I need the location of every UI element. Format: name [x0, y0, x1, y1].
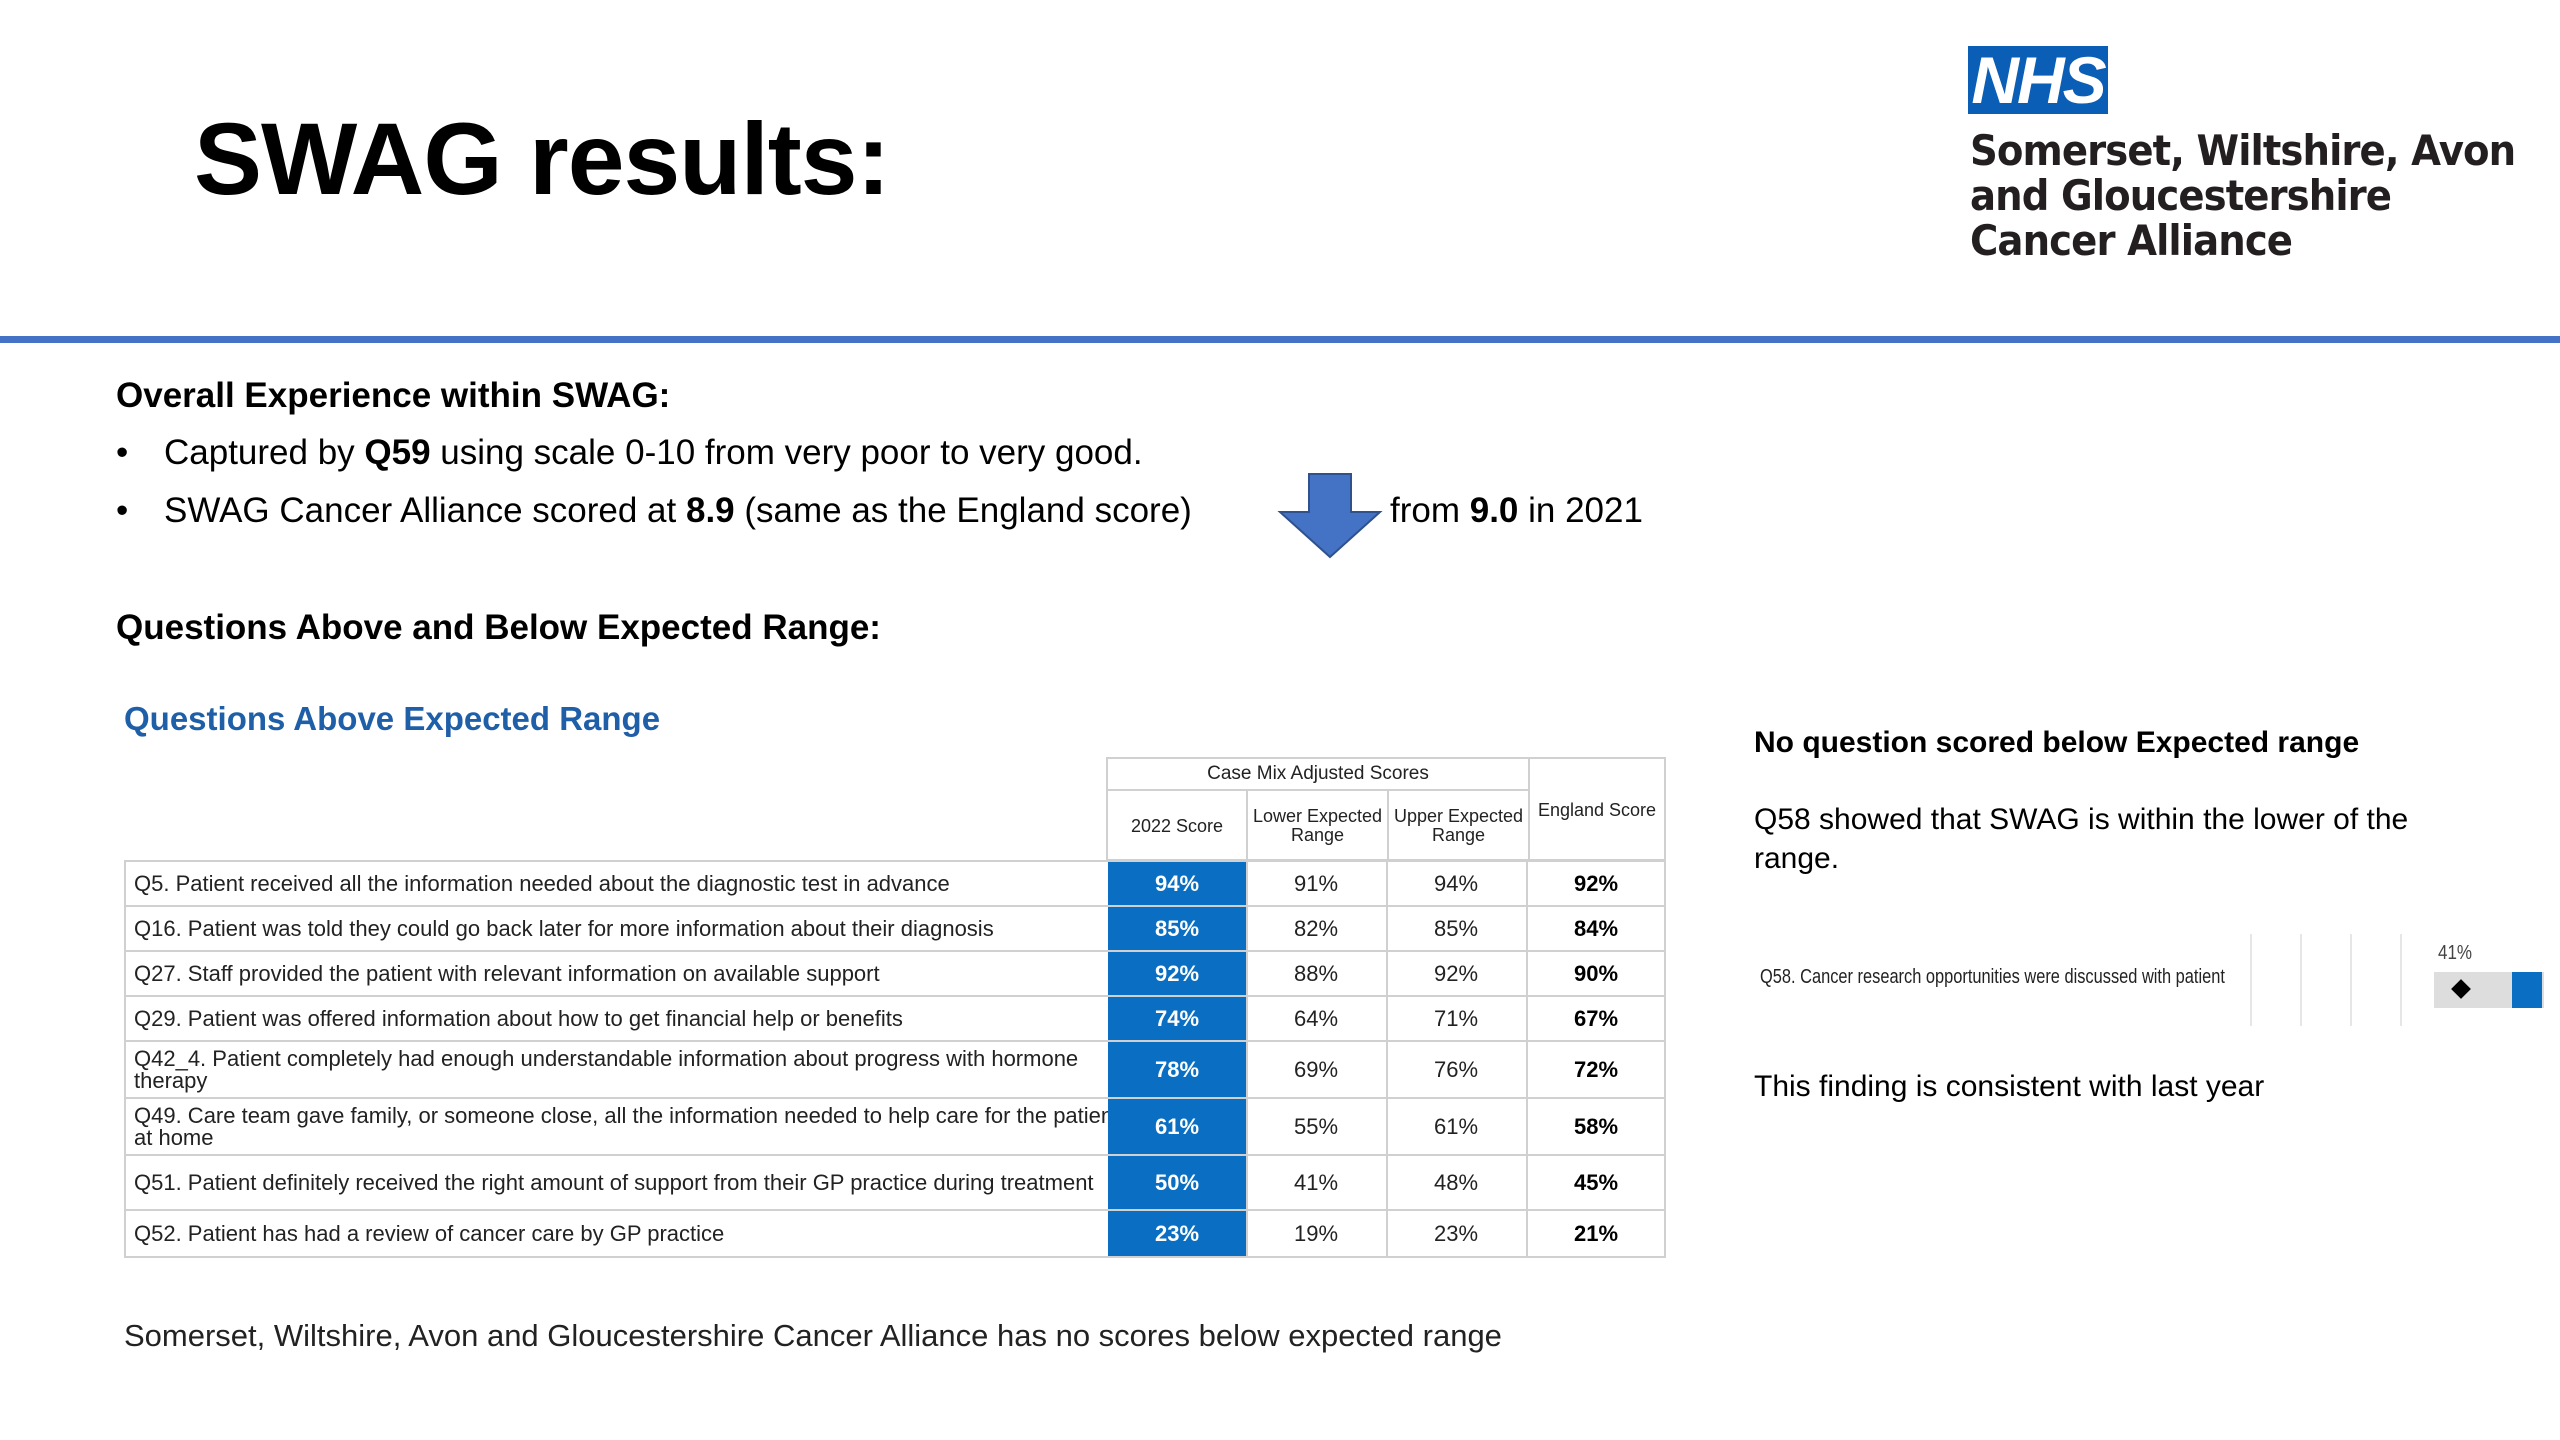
footnote: Somerset, Wiltshire, Avon and Gloucester…: [124, 1318, 1502, 1353]
question-cell: Q16. Patient was told they could go back…: [134, 915, 994, 941]
england-cell: 72%: [1526, 1042, 1664, 1097]
england-cell: 90%: [1526, 952, 1664, 995]
table-row: Q52. Patient has had a review of cancer …: [126, 1211, 1664, 1256]
lower-cell: 88%: [1246, 952, 1384, 995]
bullet-text: Captured by: [164, 433, 365, 472]
upper-cell: 23%: [1386, 1211, 1524, 1256]
org-name: Somerset, Wiltshire, Avon and Gloucester…: [1970, 126, 2516, 265]
q58-mini-chart: Q58. Cancer research opportunities were …: [1754, 930, 2544, 1030]
from-year-text: in 2021: [1518, 491, 1643, 530]
score-cell: 92%: [1108, 952, 1246, 995]
column-header: Lower Expected Range: [1248, 791, 1389, 861]
chart-gridline: [2250, 934, 2252, 1026]
upper-cell: 76%: [1386, 1042, 1524, 1097]
previous-score-text: from 9.0 in 2021: [1390, 488, 1643, 534]
lower-cell: 82%: [1246, 907, 1384, 950]
column-header: Upper Expected Range: [1389, 791, 1530, 861]
chart-gridline: [2400, 934, 2402, 1026]
consistency-note: This finding is consistent with last yea…: [1754, 1070, 2265, 1103]
question-cell: Q42_4. Patient completely had enough und…: [134, 1045, 1079, 1093]
question-cell: Q5. Patient received all the information…: [134, 870, 950, 896]
down-arrow-icon: [1277, 473, 1383, 559]
above-range-heading: Questions Above Expected Range: [124, 700, 661, 737]
question-cell: Q27. Staff provided the patient with rel…: [134, 960, 880, 986]
score-cell: 50%: [1108, 1156, 1246, 1209]
table-row: Q5. Patient received all the information…: [126, 862, 1664, 907]
chart-gridline: [2300, 934, 2302, 1026]
chart-gridline: [2350, 934, 2352, 1026]
score-cell: 74%: [1108, 997, 1246, 1040]
bullet-dot-icon: •: [116, 433, 129, 472]
table-row: Q27. Staff provided the patient with rel…: [126, 952, 1664, 997]
org-name-line: Cancer Alliance: [1970, 216, 2293, 265]
upper-cell: 92%: [1386, 952, 1524, 995]
score-cell: 23%: [1108, 1211, 1246, 1256]
england-cell: 67%: [1526, 997, 1664, 1040]
from-text: from: [1390, 491, 1470, 530]
england-cell: 58%: [1526, 1099, 1664, 1154]
score-cell: 78%: [1108, 1042, 1246, 1097]
header-divider: [0, 336, 2560, 343]
column-header: 2022 Score: [1108, 791, 1248, 861]
upper-cell: 48%: [1386, 1156, 1524, 1209]
column-header: England Score: [1537, 799, 1657, 820]
lower-cell: 55%: [1246, 1099, 1384, 1154]
q58-chart-label: Q58. Cancer research opportunities were …: [1760, 966, 2225, 988]
england-cell: 92%: [1526, 862, 1664, 905]
lower-cell: 91%: [1246, 862, 1384, 905]
q58-description: Q58 showed that SWAG is within the lower…: [1754, 803, 2409, 875]
question-cell: Q52. Patient has had a review of cancer …: [134, 1220, 725, 1246]
table-row: Q49. Care team gave family, or someone c…: [126, 1099, 1664, 1156]
england-cell: 84%: [1526, 907, 1664, 950]
org-name-line: and Gloucestershire: [1970, 171, 2392, 220]
upper-cell: 85%: [1386, 907, 1524, 950]
q58-pct-label: 41%: [2438, 942, 2473, 964]
lower-cell: 64%: [1246, 997, 1384, 1040]
england-cell: 45%: [1526, 1156, 1664, 1209]
above-range-table: Q5. Patient received all the information…: [124, 860, 1666, 1258]
bullet-text: using scale 0-10 from very poor to very …: [430, 433, 1143, 472]
england-cell: 21%: [1526, 1211, 1664, 1256]
group-header: Case Mix Adjusted Scores: [1108, 759, 1530, 791]
table-header: Case Mix Adjusted Scores 2022 Score Lowe…: [1106, 757, 1666, 861]
bullet-text: SWAG Cancer Alliance scored at: [164, 491, 686, 530]
score-bar: [2512, 972, 2542, 1008]
lower-cell: 41%: [1246, 1156, 1384, 1209]
question-cell: Q29. Patient was offered information abo…: [134, 1005, 903, 1031]
table-row: Q51. Patient definitely received the rig…: [126, 1156, 1664, 1211]
overall-heading: Overall Experience within SWAG:: [116, 376, 671, 415]
below-range-heading: No question scored below Expected range: [1754, 726, 2360, 759]
score-cell: 61%: [1108, 1099, 1246, 1154]
question-cell: Q49. Care team gave family, or someone c…: [134, 1102, 1120, 1150]
score-cell: 94%: [1108, 862, 1246, 905]
questions-heading: Questions Above and Below Expected Range…: [116, 608, 881, 647]
score-cell: 85%: [1108, 907, 1246, 950]
previous-score-value: 9.0: [1469, 491, 1519, 530]
question-cell: Q51. Patient definitely received the rig…: [134, 1169, 1094, 1195]
upper-cell: 61%: [1386, 1099, 1524, 1154]
lower-cell: 19%: [1246, 1211, 1384, 1256]
bullet-dot-icon: •: [116, 491, 129, 530]
nhs-badge-text: NHS: [1971, 43, 2106, 117]
nhs-logo: NHS: [1968, 46, 2108, 114]
bullet-text: (same as the England score): [734, 491, 1192, 530]
org-name-line: Somerset, Wiltshire, Avon: [1970, 126, 2516, 175]
upper-cell: 94%: [1386, 862, 1524, 905]
page-title: SWAG results:: [194, 102, 890, 216]
lower-cell: 69%: [1246, 1042, 1384, 1097]
table-row: Q42_4. Patient completely had enough und…: [126, 1042, 1664, 1099]
bullet-bold-text: 8.9: [685, 491, 735, 530]
table-row: Q29. Patient was offered information abo…: [126, 997, 1664, 1042]
bullet-bold-text: Q59: [364, 433, 431, 472]
table-row: Q16. Patient was told they could go back…: [126, 907, 1664, 952]
upper-cell: 71%: [1386, 997, 1524, 1040]
